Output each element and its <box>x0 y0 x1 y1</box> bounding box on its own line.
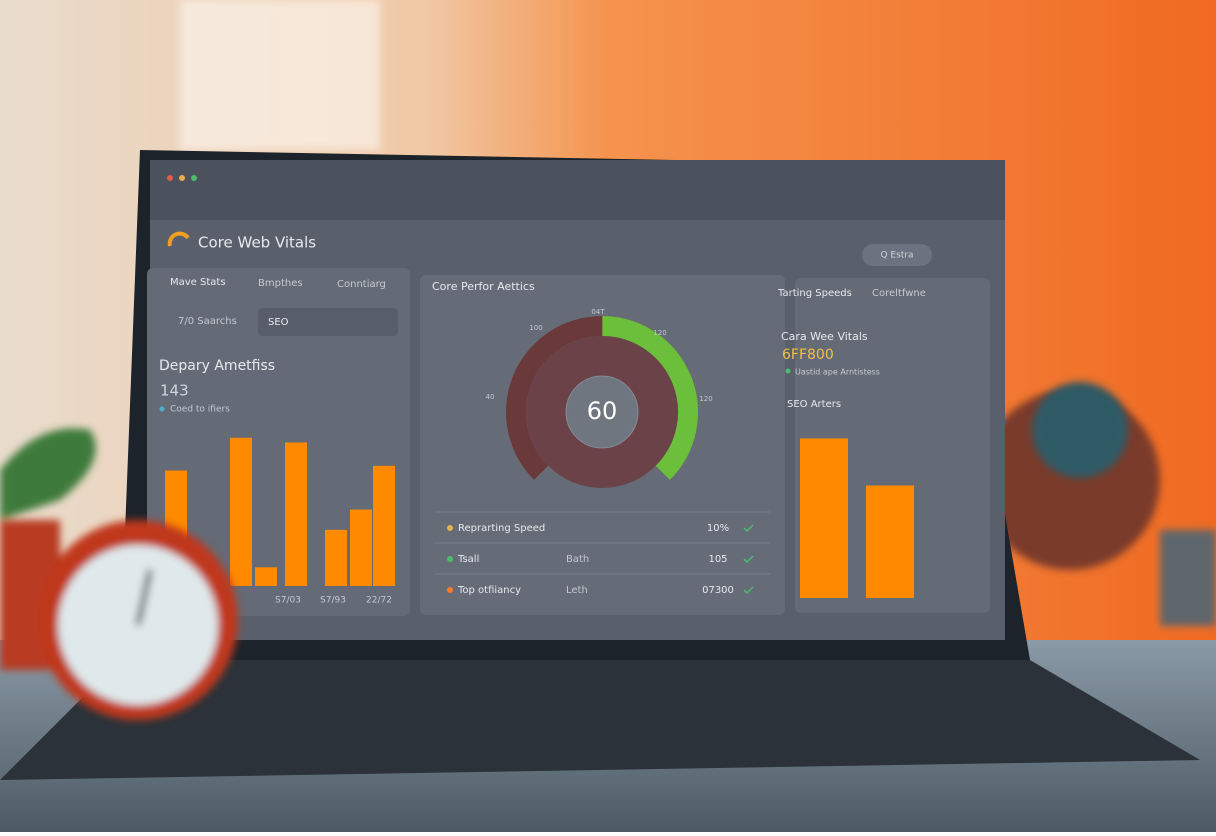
search-label[interactable]: Q Estra <box>880 251 913 261</box>
row-value: 07300 <box>702 585 734 596</box>
gauge-label: 100 <box>529 324 542 332</box>
app-title: Core Web Vitals <box>198 234 316 252</box>
foreground <box>0 428 238 720</box>
search-button[interactable] <box>862 244 932 266</box>
left-panel <box>147 268 410 616</box>
plant <box>0 428 96 520</box>
row-dot <box>447 525 453 531</box>
row-extra: Leth <box>566 585 588 596</box>
row-check <box>743 524 754 533</box>
clock-hand <box>135 569 153 626</box>
section-title: Depary Ametfiss <box>159 358 275 374</box>
select-value[interactable]: SEO <box>268 317 289 328</box>
legend-label: Coed to ifiers <box>170 405 230 415</box>
window-light <box>180 0 380 150</box>
filter-label: 7/0 Saarchs <box>178 316 237 327</box>
bar <box>350 509 372 586</box>
row-dot <box>447 587 453 593</box>
window-dot <box>179 175 185 181</box>
card-title: Cara Wee Vitals <box>781 330 868 343</box>
tab[interactable]: Mave Stats <box>170 277 226 288</box>
gauge-label: 04T <box>591 308 605 316</box>
bar <box>373 465 395 586</box>
gauge-value <box>602 316 698 480</box>
gauge-value-label: 60 <box>587 397 618 425</box>
bar <box>255 567 277 586</box>
note: Uastid ape Arntistess <box>795 368 880 377</box>
note-dot <box>785 368 791 374</box>
menu[interactable]: Coreltfwne <box>872 288 926 299</box>
row-value: 105 <box>708 554 727 565</box>
gauge-label: 120 <box>653 329 666 337</box>
gauge-label: 120 <box>699 395 712 403</box>
window-dot <box>191 175 197 181</box>
browser-bar <box>150 160 1005 220</box>
x-label: 22/72 <box>366 596 392 606</box>
row-extra: Bath <box>566 554 589 565</box>
row-name: Top otfiiancy <box>457 585 521 596</box>
logo <box>167 231 190 247</box>
select[interactable] <box>258 308 398 336</box>
books <box>1160 530 1216 626</box>
row-check <box>743 586 754 595</box>
tab[interactable]: Bmpthes <box>258 278 303 289</box>
row-name: Reprarting Speed <box>458 523 545 534</box>
bar <box>285 442 307 586</box>
row-value: 10% <box>707 523 729 534</box>
code: 6FF800 <box>782 347 834 363</box>
x-label: S7/03 <box>275 596 301 606</box>
keyboard <box>0 660 1200 780</box>
tab[interactable]: Tarting Speeds <box>777 288 852 299</box>
subtitle: SEO Arters <box>787 399 841 410</box>
bar <box>230 437 252 586</box>
row-name: Tsall <box>457 554 479 565</box>
legend-dot <box>159 406 165 412</box>
metric: 143 <box>160 382 189 400</box>
row-check <box>743 555 754 564</box>
x-label: S7/93 <box>320 596 346 606</box>
tab[interactable]: Conntiarg <box>337 279 386 290</box>
bar <box>800 438 848 598</box>
window-dot <box>167 175 173 181</box>
bar <box>325 529 347 586</box>
panel-title: Core Perfor Aettics <box>432 280 535 293</box>
gauge-center <box>565 375 639 449</box>
speaker-eye <box>1032 382 1128 478</box>
gauge-label: 40 <box>486 393 495 401</box>
row-dot <box>447 556 453 562</box>
bar <box>866 485 914 598</box>
